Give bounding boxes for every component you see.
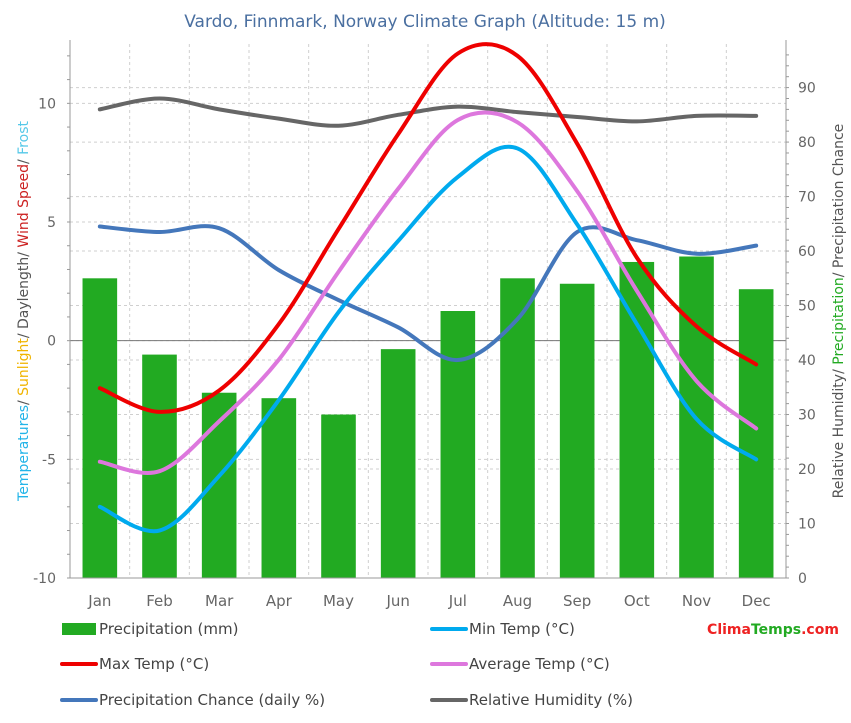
x-tick-label: Jun (385, 592, 409, 610)
legend-label-precipitation-chance: Precipitation Chance (daily %) (99, 691, 325, 709)
line-layer (97, 42, 759, 534)
legend-label-average-temp: Average Temp (°C) (469, 655, 610, 673)
left-axis-title-part: Wind Speed (16, 164, 32, 248)
left-tick-label: 5 (47, 215, 56, 231)
x-tick-label: Mar (205, 592, 234, 610)
axis-layer: -10 -5 0 5 10 0 10 20 30 40 50 60 70 80 90 Jan Feb Mar Apr… (16, 40, 847, 610)
precipitation-bar (500, 278, 535, 578)
watermark-part: .com (801, 622, 839, 638)
left-axis-title: Temperatures/ Sunlight/ Daylength/ Wind … (16, 121, 32, 502)
precipitation-bar (619, 261, 655, 578)
x-tick-label: Sep (563, 592, 591, 610)
legend-label-precipitation: Precipitation (mm) (99, 620, 238, 638)
right-axis-title-part: Precipitation (831, 277, 847, 365)
x-tick-label: May (323, 592, 354, 610)
precipitation-chance-line (97, 224, 759, 363)
right-tick-label: 70 (798, 190, 816, 206)
left-axis-title-part: / (16, 396, 32, 405)
right-tick-label: 30 (798, 408, 816, 424)
right-axis-title-part: Relative Humidity/ (831, 365, 847, 499)
left-tick-label: -5 (42, 452, 56, 468)
right-tick-label: 50 (798, 299, 816, 315)
x-tick-label: Nov (682, 592, 711, 610)
x-tick-label: Aug (503, 592, 532, 610)
legend-label-max-temp: Max Temp (°C) (99, 655, 209, 673)
precipitation-bar (738, 289, 774, 578)
right-axis-title: Relative Humidity/ Precipitation/ Precip… (831, 124, 847, 499)
precipitation-bar (559, 283, 595, 578)
legend-swatch-precipitation (62, 623, 96, 635)
min-temp-line (97, 144, 759, 534)
left-axis-title-part: / (16, 155, 32, 164)
right-axis-title-part: / Precipitation Chance (831, 124, 847, 278)
precipitation-bar (440, 311, 476, 578)
x-tick-label: Apr (266, 592, 293, 610)
right-tick-label: 20 (798, 462, 816, 478)
right-tick-label: 80 (798, 135, 816, 151)
relative-humidity-line (97, 96, 759, 128)
legend-label-min-temp: Min Temp (°C) (469, 620, 575, 638)
precipitation-bar (261, 398, 297, 578)
precipitation-bar (321, 414, 356, 578)
left-tick-label: -10 (33, 571, 56, 587)
right-tick-label: 40 (798, 353, 816, 369)
right-tick-label: 0 (798, 571, 807, 587)
right-tick-label: 60 (798, 244, 816, 260)
bar-layer (82, 256, 774, 578)
left-axis-title-part: / Daylength/ (16, 248, 32, 339)
x-tick-label: Dec (742, 592, 771, 610)
precipitation-bar (380, 349, 416, 578)
watermark-part: Temps (751, 622, 801, 638)
left-axis-title-part: Temperatures (16, 405, 32, 502)
average-temp-line (97, 110, 759, 475)
left-tick-label: 10 (38, 96, 56, 112)
legend-label-relative-humidity: Relative Humidity (%) (469, 691, 633, 709)
right-tick-label: 10 (798, 517, 816, 533)
left-tick-label: 0 (47, 334, 56, 350)
x-tick-label: Oct (624, 592, 650, 610)
x-tick-label: Feb (146, 592, 173, 610)
right-tick-label: 90 (798, 81, 816, 97)
max-temp-line (97, 42, 759, 414)
x-tick-label: Jul (448, 592, 467, 610)
legend: Precipitation (mm) Min Temp (°C) Max Temp … (60, 620, 633, 709)
left-axis-title-part: Frost (16, 121, 32, 155)
x-tick-label: Jan (87, 592, 111, 610)
watermark: ClimaTemps.com (707, 622, 839, 638)
chart-title: Vardo, Finnmark, Norway Climate Graph (A… (184, 12, 666, 32)
left-axis-title-part: Sunlight (16, 338, 32, 396)
watermark-part: Clima (707, 622, 751, 638)
precipitation-bar (82, 278, 118, 578)
